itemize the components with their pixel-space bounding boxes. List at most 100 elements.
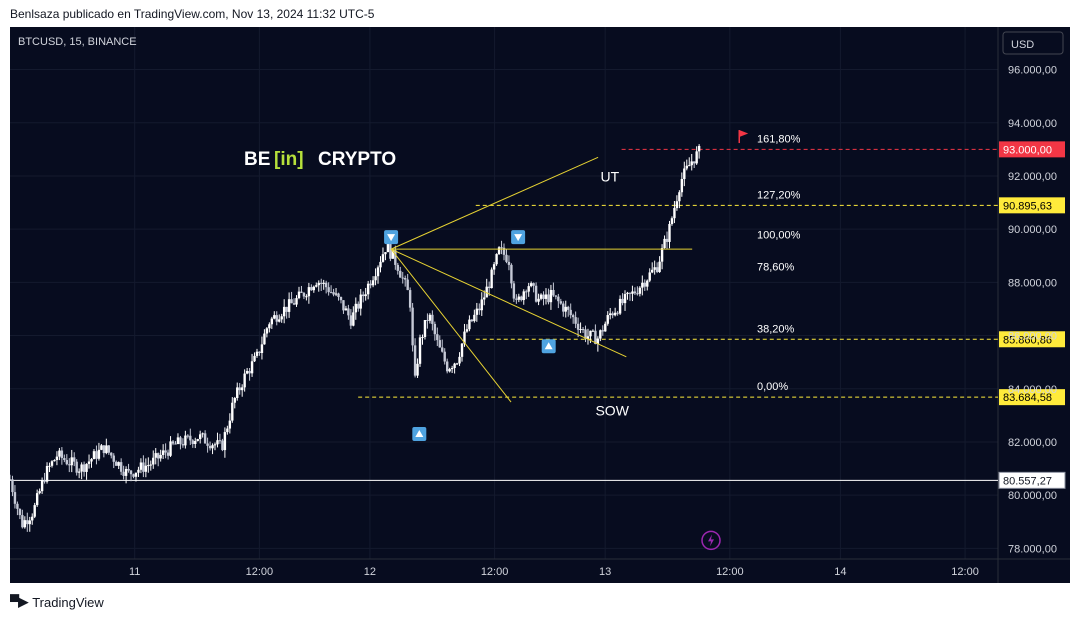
candle-body [280, 316, 283, 320]
markers-layer: UT SOW [384, 130, 749, 551]
chart-panel[interactable]: 80.557,27 161,80% 93.000,00 127,20% 90.895,6… [8, 27, 1070, 583]
footer-brand-label: TradingView [32, 594, 104, 610]
arrow-up-icon [415, 429, 424, 437]
candle-body [203, 433, 207, 444]
candle-body [660, 248, 664, 262]
candle-body [255, 351, 259, 356]
candle-body [394, 250, 397, 265]
candle-body [13, 492, 17, 504]
arrow-up-icon [544, 342, 553, 350]
candle-body [253, 355, 256, 362]
candle-body [636, 293, 639, 295]
candle-body [525, 291, 528, 293]
candle-body [574, 317, 577, 324]
candle-body [290, 299, 293, 304]
candle-body [310, 287, 313, 291]
candle-body [206, 443, 209, 446]
candle-body [475, 308, 479, 315]
candle-body [492, 264, 496, 270]
candle-body [384, 252, 387, 255]
candle-body [23, 520, 27, 528]
candle-body [226, 428, 229, 433]
price-chart[interactable]: 80.557,27 161,80% 93.000,00 127,20% 90.895,6… [8, 27, 1070, 583]
candle-body [668, 223, 671, 242]
candle-body [376, 267, 380, 277]
candle-body [609, 313, 612, 316]
candles-layer [8, 144, 701, 532]
candle-body [386, 242, 390, 253]
candle-body [408, 290, 412, 308]
candle-body [231, 402, 234, 421]
candle-body [169, 441, 172, 456]
candle-body [45, 465, 49, 482]
symbol-label: BTCUSD, 15, BINANCE [18, 36, 137, 48]
candle-body [596, 338, 600, 345]
candle-body [576, 323, 580, 330]
fib-level-label: 78,60% [757, 261, 795, 273]
candle-body [208, 445, 212, 449]
candle-body [186, 435, 190, 437]
candle-body [43, 480, 46, 482]
currency-button[interactable]: USD [1002, 31, 1064, 55]
fib-price-tag [999, 197, 1065, 214]
candle-body [144, 465, 148, 472]
candle-body [11, 479, 14, 493]
candle-body [16, 503, 19, 509]
annotation-label: SOW [595, 402, 629, 418]
candle-body [487, 286, 491, 289]
price-tick-label: 96.000,00 [1008, 65, 1057, 77]
candle-body [537, 298, 540, 302]
candle-body [470, 319, 474, 322]
candle-body [282, 306, 286, 317]
price-axis[interactable]: 96.000,00 94.000,00 92.000,00 90.000,00 88.0… [1008, 65, 1057, 556]
candle-body [697, 145, 701, 152]
candle-body [445, 361, 449, 372]
candle-body [228, 420, 232, 429]
candle-body [692, 161, 696, 164]
candle-body [342, 300, 345, 311]
candle-body [223, 432, 227, 451]
candle-body [112, 455, 115, 462]
candle-body [426, 319, 429, 321]
candle-body [549, 289, 553, 303]
candle-body [181, 444, 185, 446]
candle-body [628, 292, 632, 294]
candle-body [532, 283, 535, 286]
candle-body [115, 461, 118, 466]
candle-body [58, 450, 61, 457]
candle-body [68, 464, 71, 466]
candle-body [688, 165, 691, 167]
time-tick-label: 12:00 [481, 566, 509, 578]
candle-body [618, 298, 622, 314]
candle-body [63, 458, 66, 461]
candle-body [418, 337, 422, 364]
candle-body [406, 279, 409, 291]
candle-body [554, 295, 558, 297]
trend-line [390, 156, 599, 250]
candle-body [411, 307, 414, 346]
candle-body [589, 330, 592, 337]
candle-body [520, 296, 523, 301]
candle-body [591, 330, 595, 332]
candle-body [38, 491, 41, 494]
candle-body [381, 254, 385, 262]
candle-body [75, 461, 78, 473]
candle-body [55, 456, 59, 461]
candle-body [174, 443, 177, 445]
candle-body [379, 261, 382, 268]
candle-body [265, 328, 269, 334]
candle-body [670, 218, 674, 224]
candle-body [157, 453, 160, 459]
fib-level-label: 100,00% [757, 229, 801, 241]
candle-body [236, 387, 239, 398]
time-tick-label: 12:00 [951, 566, 979, 578]
candle-body [122, 471, 125, 476]
candle-body [95, 451, 98, 459]
candle-body [436, 334, 439, 341]
candle-body [599, 330, 602, 339]
candle-body [322, 282, 325, 284]
time-axis[interactable]: 11 12:00 12 12:00 13 12:00 14 12:00 [129, 566, 979, 578]
candle-body [502, 247, 506, 255]
candle-body [221, 440, 224, 451]
footer-brand[interactable]: ▀▶ TradingView [10, 594, 104, 610]
